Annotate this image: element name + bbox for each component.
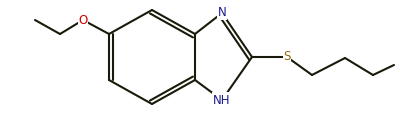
Text: NH: NH — [213, 93, 231, 107]
Text: N: N — [218, 6, 226, 19]
Text: O: O — [78, 14, 88, 27]
Text: S: S — [283, 51, 291, 63]
